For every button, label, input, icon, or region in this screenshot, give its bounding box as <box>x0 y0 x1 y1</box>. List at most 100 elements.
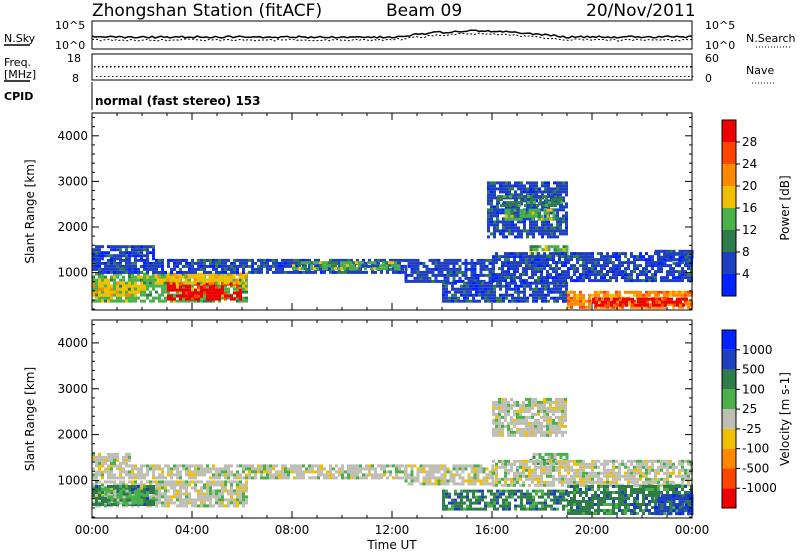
heatmap-cell <box>175 272 179 276</box>
heatmap-cell <box>687 279 690 283</box>
heatmap-cell <box>128 458 131 462</box>
heatmap-cell <box>636 293 639 297</box>
heatmap-cell <box>179 258 182 262</box>
heatmap-cell <box>507 430 510 434</box>
heatmap-cell <box>356 473 359 477</box>
heatmap-cell <box>603 273 606 277</box>
heatmap-cell <box>557 198 560 202</box>
heatmap-cell <box>104 261 107 265</box>
heatmap-cell <box>155 486 158 490</box>
heatmap-cell <box>645 252 648 256</box>
heatmap-cell <box>443 264 447 268</box>
heatmap-cell <box>455 467 459 471</box>
heatmap-cell <box>128 257 131 261</box>
heatmap-cell <box>185 498 188 502</box>
heatmap-cell <box>687 267 690 271</box>
heatmap-cell <box>230 489 233 493</box>
heatmap-cell <box>224 272 227 276</box>
heatmap-cell <box>445 492 448 496</box>
heatmap-cell <box>636 279 639 283</box>
heatmap-cell <box>431 473 435 477</box>
heatmap-cell <box>648 255 651 259</box>
heatmap-cell <box>143 275 146 279</box>
heatmap-cell <box>356 270 359 274</box>
heatmap-cell <box>573 293 576 297</box>
heatmap-cell <box>212 299 215 303</box>
heatmap-cell <box>119 293 122 297</box>
heatmap-cell <box>272 264 275 268</box>
heatmap-cell <box>663 305 666 309</box>
heatmap-cell <box>95 458 98 462</box>
heatmap-cell <box>627 299 630 303</box>
heatmap-cell <box>440 267 444 271</box>
heatmap-cell <box>179 261 182 265</box>
heatmap-cell <box>493 235 496 239</box>
heatmap-cell <box>544 293 547 297</box>
heatmap-cell <box>128 258 131 262</box>
heatmap-cell <box>194 504 197 508</box>
heatmap-cell <box>559 226 562 230</box>
heatmap-cell <box>212 473 215 477</box>
heatmap-cell <box>529 287 532 291</box>
heatmap-cell <box>508 492 511 496</box>
heatmap-cell <box>467 267 471 271</box>
heatmap-cell <box>374 270 377 274</box>
heatmap-cell <box>209 504 212 508</box>
nave-dot <box>546 66 548 68</box>
heatmap-cell <box>374 470 377 474</box>
heatmap-cell <box>353 473 356 477</box>
heatmap-cell <box>194 267 197 271</box>
heatmap-cell <box>492 261 495 265</box>
heatmap-cell <box>196 275 200 279</box>
heatmap-cell <box>492 276 495 280</box>
heatmap-cell <box>422 470 426 474</box>
heatmap-cell <box>567 270 570 274</box>
heatmap-cell <box>185 464 188 468</box>
heatmap-cell <box>547 504 550 508</box>
heatmap-cell <box>122 455 125 459</box>
heatmap-cell <box>529 504 532 508</box>
heatmap-cell <box>239 278 242 282</box>
heatmap-cell <box>493 193 496 197</box>
heatmap-cell <box>567 276 570 280</box>
heatmap-cell <box>507 270 510 274</box>
heatmap-cell <box>579 258 582 262</box>
heatmap-cell <box>505 504 508 508</box>
heatmap-cell <box>487 290 490 294</box>
heatmap-cell <box>464 464 468 468</box>
heatmap-cell <box>495 412 498 416</box>
heatmap-cell <box>131 501 135 505</box>
heatmap-cell <box>260 470 263 474</box>
heatmap-cell <box>220 278 224 282</box>
heatmap-cell <box>191 267 194 271</box>
freq-dot <box>188 76 190 77</box>
heatmap-cell <box>128 488 131 491</box>
heatmap-cell <box>110 480 113 484</box>
heatmap-cell <box>547 495 550 499</box>
nave-dot <box>334 66 336 68</box>
heatmap-cell <box>170 467 173 471</box>
heatmap-cell <box>487 226 490 230</box>
heatmap-cell <box>538 245 542 249</box>
heatmap-cell <box>137 290 140 294</box>
heatmap-cell <box>410 273 414 277</box>
heatmap-cell <box>470 273 474 277</box>
heatmap-cell <box>107 245 110 249</box>
heatmap-cell <box>562 217 565 221</box>
heatmap-cell <box>467 482 471 486</box>
heatmap-cell <box>233 291 236 295</box>
heatmap-cell <box>173 464 176 468</box>
heatmap-cell <box>227 501 230 505</box>
heatmap-cell <box>550 489 553 493</box>
heatmap-cell <box>669 252 673 256</box>
heatmap-cell <box>338 258 341 262</box>
heatmap-cell <box>113 254 116 258</box>
heatmap-cell <box>146 248 149 252</box>
heatmap-cell <box>113 492 117 496</box>
heatmap-cell <box>217 272 221 276</box>
heatmap-cell <box>386 470 389 474</box>
heatmap-cell <box>110 270 113 274</box>
heatmap-cell <box>352 267 355 271</box>
heatmap-cell <box>469 507 472 511</box>
heatmap-cell <box>504 217 508 221</box>
